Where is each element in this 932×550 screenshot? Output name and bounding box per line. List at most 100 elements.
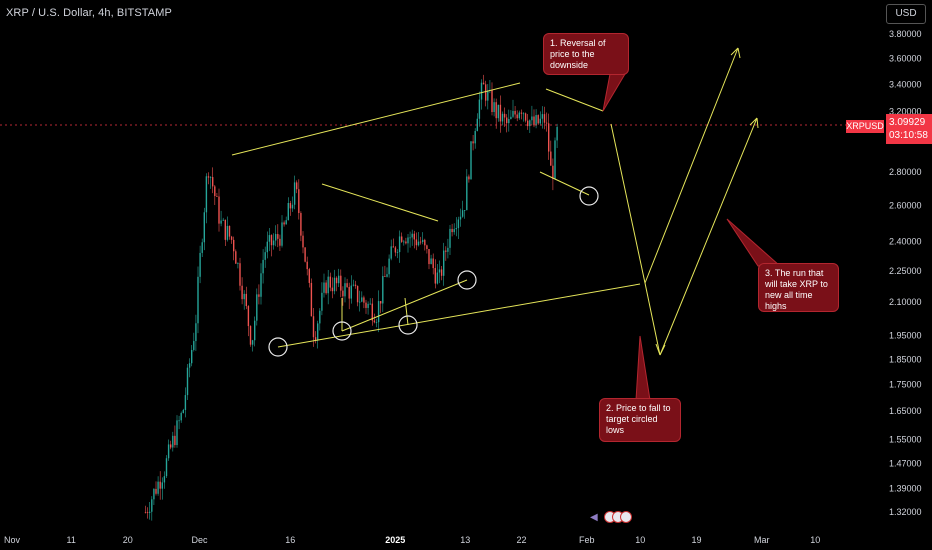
candle-body	[188, 363, 191, 368]
candle-body	[340, 275, 342, 291]
candle-body	[522, 113, 525, 115]
candle-body	[272, 240, 275, 246]
candle-body	[415, 239, 418, 246]
candle-body	[306, 261, 308, 270]
candle-body	[380, 301, 382, 304]
candle-body	[289, 203, 292, 209]
candle-body	[390, 246, 392, 259]
annotation-target-lows[interactable]: 2. Price to fall to target circled lows	[599, 398, 681, 442]
candle-body	[163, 476, 166, 483]
x-tick-label: Nov	[4, 535, 21, 545]
candle-body	[443, 250, 445, 276]
currency-button[interactable]: USD	[886, 4, 926, 24]
candle-body	[333, 277, 336, 292]
forecast-path-up	[659, 117, 758, 356]
candle-body	[545, 122, 548, 124]
candle-body	[520, 112, 523, 114]
annotation-reversal[interactable]: 1. Reversal of price to the downside	[543, 33, 629, 75]
candle-body	[310, 282, 313, 317]
candle-body	[356, 285, 359, 303]
candle-body	[205, 176, 208, 213]
candle-body	[377, 301, 380, 323]
candle-body	[344, 283, 346, 297]
x-tick-label: 11	[67, 535, 76, 545]
candle-body	[411, 233, 413, 238]
candle-body	[440, 269, 443, 276]
candle-body	[396, 252, 399, 253]
candle-body	[476, 118, 478, 132]
candle-body	[172, 435, 174, 448]
candle-body	[354, 284, 357, 286]
candle-body	[438, 269, 441, 273]
candle-body	[457, 219, 460, 229]
candle-body	[203, 212, 205, 243]
candle-body	[527, 120, 529, 127]
candle-body	[228, 225, 231, 237]
candle-body	[249, 326, 252, 345]
candle-body	[361, 297, 363, 302]
rising-channel-lower	[277, 283, 641, 348]
y-tick-label: 1.39000	[889, 484, 922, 494]
candlestick-series	[144, 74, 558, 521]
candle-body	[155, 488, 157, 494]
candle-body	[512, 110, 514, 117]
candle-body	[405, 241, 407, 244]
candle-body	[508, 119, 510, 124]
candle-body	[237, 263, 239, 265]
time-axis: Nov 11 20 Dec 16 2025 13 22 Feb 10 19 Mar 10	[4, 535, 820, 545]
candle-body	[212, 177, 214, 187]
candle-body	[531, 116, 533, 121]
candle-body	[335, 277, 338, 284]
annotation-2-pointer	[635, 335, 651, 401]
candle-body	[275, 234, 277, 241]
flag-icon[interactable]	[619, 511, 632, 523]
candle-body	[342, 290, 344, 297]
x-tick-label: 10	[635, 535, 645, 545]
circled-low	[268, 337, 288, 357]
candle-body	[541, 114, 544, 119]
y-tick-label: 2.60000	[889, 201, 922, 211]
candle-body	[201, 242, 203, 253]
candle-body	[529, 120, 531, 127]
candle-body	[401, 236, 403, 242]
annotation-new-highs[interactable]: 3. The run that will take XRP to new all…	[758, 263, 839, 312]
candle-body	[239, 263, 241, 286]
x-tick-label: 2025	[385, 535, 405, 545]
candle-body	[478, 99, 481, 119]
candle-body	[170, 444, 172, 448]
candle-body	[365, 302, 367, 308]
trendline-drawings	[231, 47, 759, 356]
y-tick-label: 1.55000	[889, 434, 922, 444]
wedge-upper	[321, 183, 439, 222]
candle-body	[312, 316, 315, 338]
candle-body	[430, 258, 432, 265]
candle-body	[367, 303, 369, 308]
candle-body	[283, 222, 285, 225]
candle-body	[270, 235, 273, 246]
candle-body	[369, 303, 371, 305]
candle-body	[398, 236, 401, 253]
candle-body	[241, 285, 243, 300]
candle-body	[184, 395, 187, 410]
candle-body	[539, 118, 541, 124]
candle-body	[218, 196, 220, 224]
candle-body	[482, 82, 485, 85]
candle-body	[501, 113, 504, 122]
economic-events[interactable]: ◀	[590, 511, 632, 527]
candle-body	[281, 222, 283, 246]
candle-body	[464, 210, 466, 211]
candle-body	[199, 252, 201, 277]
candle-body	[419, 241, 422, 243]
bar-countdown: 03:10:58	[889, 130, 928, 141]
candle-body	[216, 196, 218, 197]
candle-body	[543, 114, 546, 123]
y-tick-label: 1.32000	[889, 507, 922, 517]
candle-body	[329, 276, 331, 288]
candle-body	[293, 182, 296, 205]
forecast-path-alt	[644, 47, 739, 284]
candle-body	[497, 104, 499, 119]
candle-body	[300, 213, 302, 236]
candle-body	[382, 276, 384, 304]
candle-body	[413, 233, 415, 240]
